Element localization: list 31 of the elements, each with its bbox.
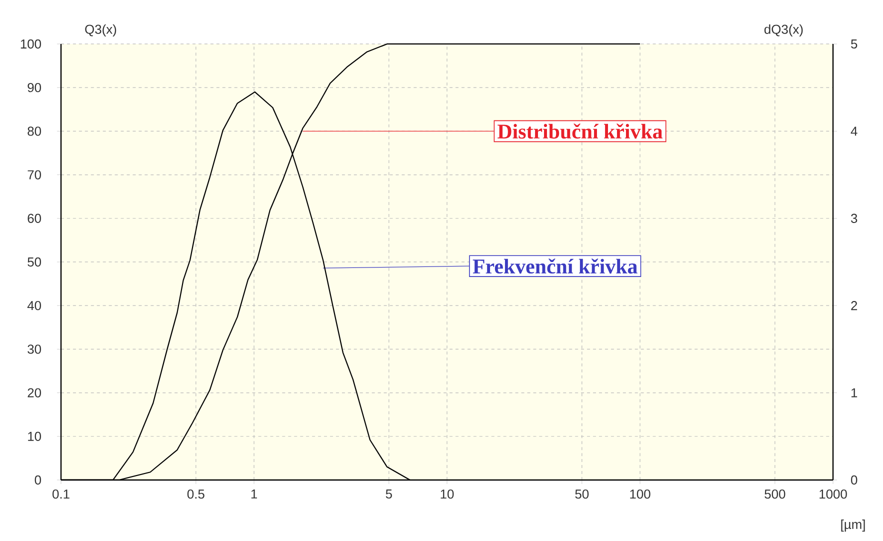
y-tick-label: 30 bbox=[28, 344, 42, 354]
y2-tick-label: 1 bbox=[851, 388, 858, 398]
y-tick-label: 80 bbox=[28, 126, 42, 136]
x-tick-label: 1000 bbox=[820, 490, 847, 499]
y2-tick-label: 2 bbox=[851, 301, 858, 310]
x-tick-label: 1 bbox=[251, 490, 257, 498]
x-tick-label: 0.5 bbox=[187, 490, 204, 499]
y2-tick-label: 5 bbox=[851, 39, 858, 49]
y-tick-label: 10 bbox=[28, 432, 42, 441]
x-axis-title: [µm] bbox=[841, 520, 865, 532]
y-tick-label: 50 bbox=[28, 257, 42, 267]
x-tick-label: 10 bbox=[440, 490, 454, 499]
y2-tick-label: 3 bbox=[851, 214, 858, 223]
x-tick-label: 100 bbox=[630, 490, 650, 499]
y-tick-label: 100 bbox=[20, 39, 42, 49]
annotation: Frekvenční křivka bbox=[472, 258, 638, 274]
annotation: Distribuční křivka bbox=[498, 124, 663, 139]
y2-axis-title: dQ3(x) bbox=[764, 24, 803, 36]
y-tick-label: 90 bbox=[28, 82, 42, 92]
x-tick-label: 50 bbox=[575, 490, 589, 499]
y-tick-label: 20 bbox=[28, 388, 42, 398]
y-tick-label: 0 bbox=[34, 475, 42, 485]
y-tick-label: 40 bbox=[27, 300, 42, 310]
x-tick-label: 500 bbox=[764, 490, 786, 499]
y-tick-label: 70 bbox=[28, 170, 42, 180]
y2-tick-label: 0 bbox=[851, 475, 858, 485]
x-tick-label: 5 bbox=[386, 490, 392, 499]
x-tick-label: 0.1 bbox=[52, 490, 70, 499]
y2-tick-label: 4 bbox=[850, 126, 858, 136]
y-tick-label: 60 bbox=[28, 214, 42, 223]
y-axis-title: Q3(x) bbox=[85, 24, 116, 36]
